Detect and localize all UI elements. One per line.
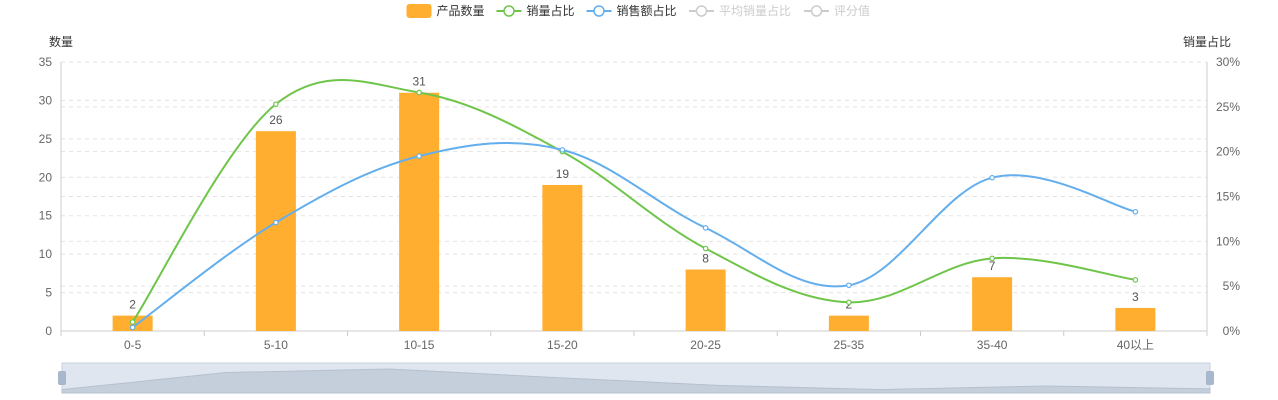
bar[interactable] (685, 269, 726, 331)
bar-value-label: 7 (989, 259, 996, 273)
zoom-slider-preview (61, 368, 1211, 394)
bar[interactable] (972, 277, 1013, 331)
legend-label[interactable]: 产品数量 (437, 3, 485, 18)
left-tick-label: 30 (39, 93, 53, 107)
right-tick-label: 30% (1216, 55, 1240, 69)
legend-marker[interactable] (593, 5, 605, 17)
legend-marker[interactable] (810, 5, 823, 17)
bar-value-label: 8 (702, 252, 709, 266)
x-tick-label: 40以上 (1117, 338, 1154, 352)
x-tick-label: 25-35 (834, 338, 865, 352)
series-point[interactable] (1132, 277, 1139, 283)
x-tick-label: 10-15 (404, 338, 435, 352)
right-tick-label: 15% (1216, 190, 1240, 204)
bar-value-label: 3 (1132, 290, 1139, 304)
legend-label[interactable]: 平均销量占比 (719, 3, 791, 18)
bar-value-label: 31 (412, 75, 426, 89)
series-point[interactable] (129, 319, 136, 325)
left-tick-label: 0 (45, 324, 52, 338)
bar[interactable] (1115, 307, 1156, 331)
right-axis-title: 销量占比 (1183, 34, 1231, 49)
series-point[interactable] (846, 299, 852, 306)
zoom-slider-right-handle[interactable] (1206, 371, 1214, 385)
left-tick-label: 35 (39, 55, 53, 69)
x-tick-label: 15-20 (547, 338, 578, 352)
left-axis-title: 数量 (49, 34, 73, 49)
right-tick-label: 25% (1216, 100, 1240, 114)
legend-label[interactable]: 评分值 (834, 3, 870, 18)
bar-value-label: 19 (556, 167, 570, 181)
left-tick-label: 5 (45, 286, 52, 300)
x-tick-label: 35-40 (977, 338, 1008, 352)
right-tick-label: 20% (1216, 145, 1240, 159)
series-point[interactable] (416, 89, 422, 96)
legend-marker[interactable] (503, 5, 515, 17)
series-point[interactable] (559, 147, 566, 153)
bar[interactable] (542, 184, 583, 331)
left-tick-label: 20 (39, 170, 53, 184)
legend-marker[interactable] (695, 5, 708, 17)
series-point[interactable] (1132, 208, 1139, 215)
series-point[interactable] (416, 153, 422, 159)
left-tick-label: 10 (39, 247, 53, 261)
right-tick-label: 0% (1223, 324, 1241, 338)
left-tick-label: 15 (39, 209, 53, 223)
series-point[interactable] (989, 174, 995, 181)
series-point[interactable] (273, 219, 279, 226)
series-point[interactable] (846, 282, 852, 289)
bar-value-label: 26 (269, 113, 283, 127)
right-tick-label: 10% (1216, 234, 1240, 248)
series-point[interactable] (702, 245, 709, 252)
legend-label[interactable]: 销量占比 (527, 3, 575, 18)
series-point[interactable] (989, 255, 995, 262)
bar-value-label: 2 (129, 298, 136, 312)
bar[interactable] (828, 315, 869, 331)
series-point[interactable] (129, 324, 136, 331)
bar[interactable] (399, 92, 440, 331)
x-tick-label: 0-5 (124, 338, 142, 352)
series-point[interactable] (273, 101, 279, 107)
left-tick-label: 25 (39, 132, 53, 146)
legend-swatch[interactable] (406, 4, 432, 18)
series-point[interactable] (702, 225, 709, 231)
right-tick-label: 5% (1223, 279, 1241, 293)
x-tick-label: 20-25 (690, 338, 721, 352)
legend-label[interactable]: 销售额占比 (617, 3, 677, 18)
series-line (132, 141, 1136, 329)
x-tick-label: 5-10 (264, 338, 288, 352)
zoom-slider-left-handle[interactable] (58, 371, 66, 385)
